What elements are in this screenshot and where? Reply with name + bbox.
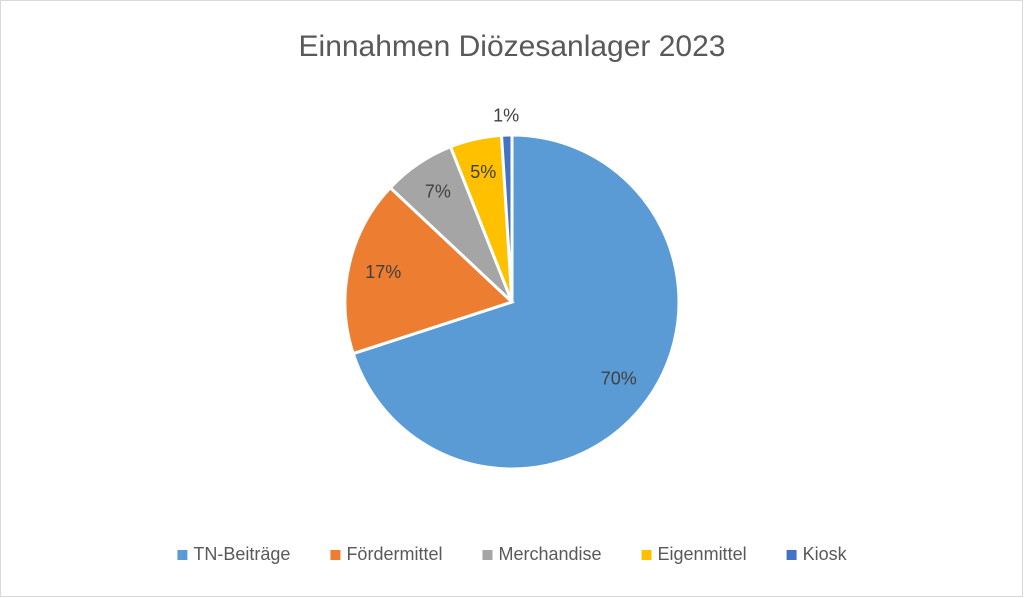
legend-swatch <box>482 550 493 560</box>
legend-label: Fördermittel <box>346 544 442 564</box>
pie-slice <box>343 185 515 356</box>
pie-slice <box>499 133 514 303</box>
data-label: 5% <box>470 162 496 182</box>
data-label: 1% <box>493 105 519 125</box>
data-label: 17% <box>365 262 401 282</box>
legend-label: Merchandise <box>498 544 601 564</box>
legend-label: Eigenmittel <box>658 544 747 564</box>
data-label: 7% <box>425 182 451 202</box>
legend-swatch <box>641 550 652 560</box>
legend-swatch <box>786 550 797 560</box>
legend-swatch <box>177 550 188 560</box>
legend-swatch <box>330 550 341 560</box>
legend-label: TN-Beiträge <box>193 544 290 564</box>
data-label: 70% <box>601 368 637 388</box>
legend-label: Kiosk <box>803 544 848 564</box>
pie-slice <box>351 133 681 471</box>
chart-title: Einnahmen Diözesanlager 2023 <box>299 30 726 63</box>
